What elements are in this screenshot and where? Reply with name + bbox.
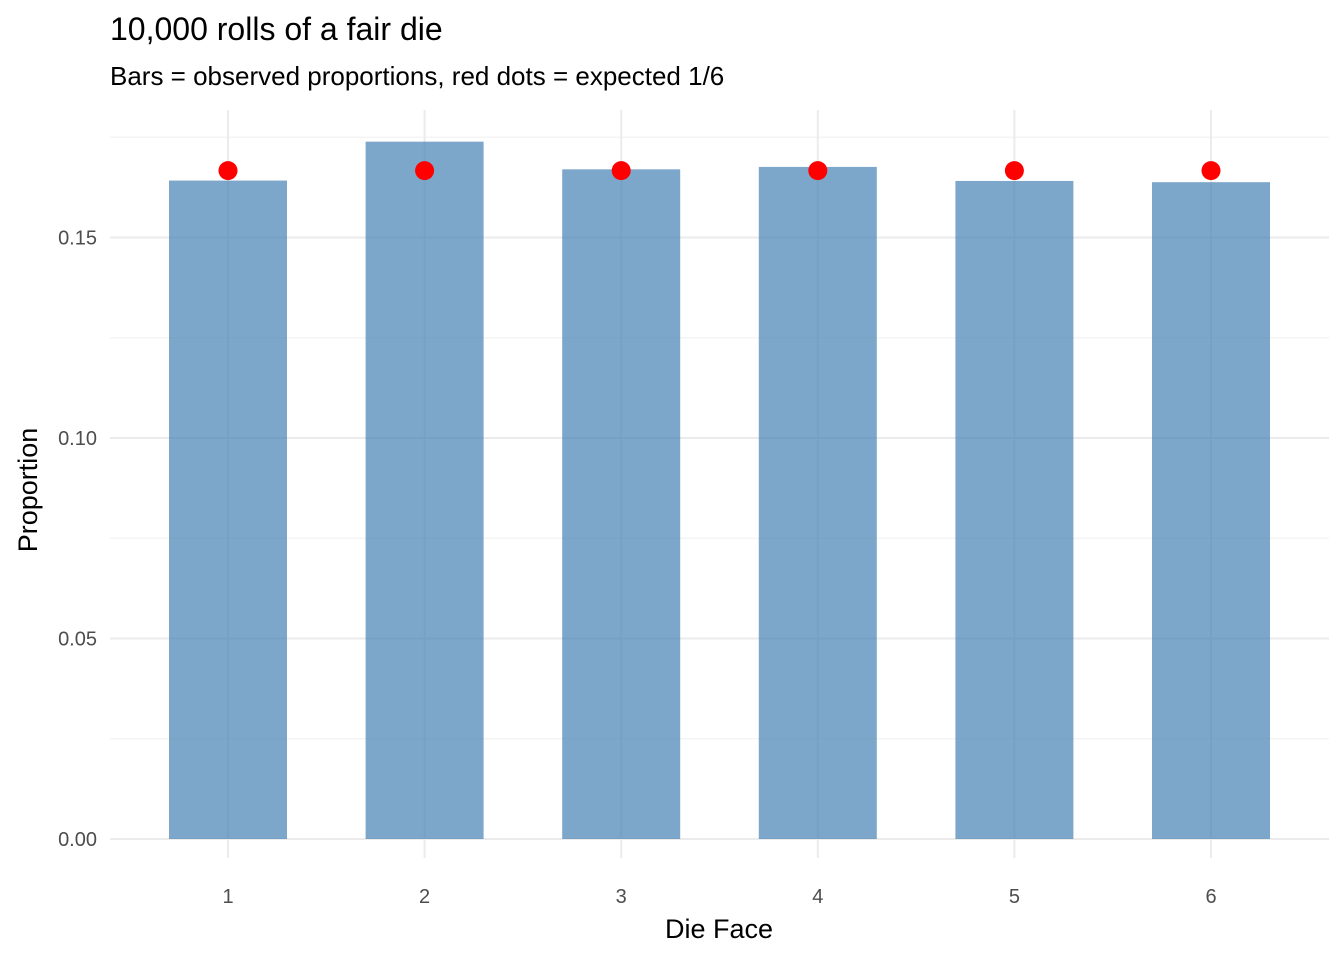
x-axis-title: Die Face bbox=[665, 914, 773, 944]
x-tick-label: 3 bbox=[616, 886, 627, 908]
expected-point-face-3 bbox=[611, 161, 631, 181]
expected-point-face-2 bbox=[415, 161, 435, 181]
expected-points bbox=[218, 161, 1221, 181]
y-tick-label: 0.15 bbox=[58, 228, 97, 250]
y-tick-label: 0.10 bbox=[58, 428, 97, 450]
y-tick-label: 0.00 bbox=[58, 829, 97, 851]
bar-face-5 bbox=[955, 180, 1074, 840]
bar-face-4 bbox=[758, 166, 877, 839]
tick-labels: 0.00 0.05 0.10 0.15 1 2 3 4 5 6 bbox=[58, 228, 1217, 909]
bar-face-3 bbox=[562, 169, 681, 839]
gridlines bbox=[110, 110, 1329, 858]
x-tick-label: 4 bbox=[812, 886, 823, 908]
expected-point-face-5 bbox=[1004, 161, 1024, 181]
y-tick-label: 0.05 bbox=[58, 629, 97, 651]
bar-face-6 bbox=[1152, 182, 1270, 840]
chart-title: 10,000 rolls of a fair die bbox=[110, 11, 443, 47]
x-tick-label: 6 bbox=[1205, 886, 1216, 908]
expected-point-face-6 bbox=[1201, 161, 1221, 181]
x-tick-label: 1 bbox=[222, 886, 233, 908]
y-axis-title: Proportion bbox=[13, 428, 43, 553]
bar-face-2 bbox=[365, 141, 484, 839]
x-tick-label: 2 bbox=[419, 886, 430, 908]
bar-face-1 bbox=[169, 180, 287, 840]
bars bbox=[169, 141, 1270, 840]
x-tick-label: 5 bbox=[1009, 886, 1020, 908]
chart-subtitle: Bars = observed proportions, red dots = … bbox=[110, 61, 724, 91]
expected-point-face-1 bbox=[218, 161, 238, 181]
expected-point-face-4 bbox=[808, 161, 828, 181]
